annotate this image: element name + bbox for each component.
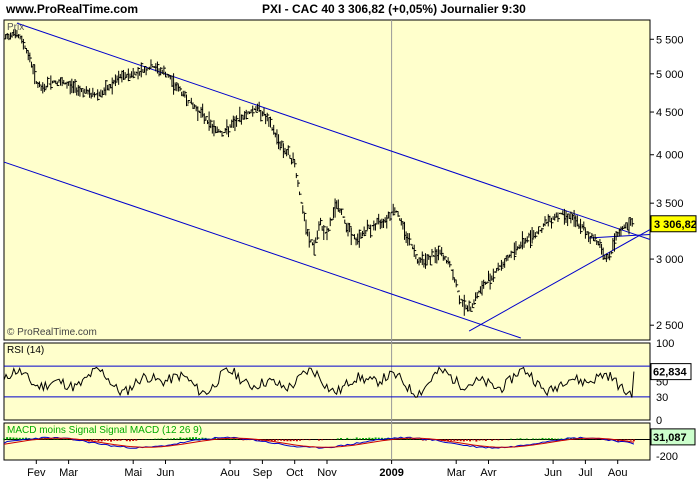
x-axis-label: Mai [124, 467, 142, 479]
watermark-text: © ProRealTime.com [7, 327, 97, 338]
x-axis-label: Jun [157, 467, 175, 479]
x-axis-label: Sep [253, 467, 273, 479]
macd-value-label: 31,087 [653, 432, 687, 444]
price-y-tick-label: 5 500 [656, 34, 684, 46]
support-trendline [468, 229, 651, 332]
price-y-tick-label: 4 500 [656, 107, 684, 119]
price-y-tick-label: 3 500 [656, 198, 684, 210]
macd-line [3, 436, 635, 449]
x-axis-label: Aou [608, 467, 628, 479]
macd-value-tag [650, 428, 696, 446]
rsi-line [3, 366, 635, 398]
macd-panel-title: MACD moins Signal Signal MACD (12 26 9) [7, 425, 202, 436]
upper-trendline [16, 22, 651, 240]
rsi-value-tag [650, 363, 692, 381]
price-panel [3, 19, 651, 341]
price-y-tick-label: 2 500 [656, 320, 684, 332]
rsi-panel-title: RSI (14) [7, 345, 44, 356]
rsi-panel [3, 342, 651, 421]
x-axis-label: Aou [220, 467, 240, 479]
x-axis-label: Mar [59, 467, 78, 479]
last-price-label: 3 306,82 [654, 219, 697, 231]
x-axis-label: Jun [544, 467, 562, 479]
x-axis-label: 2009 [379, 467, 403, 479]
rsi-y-tick-label: 100 [656, 338, 674, 350]
x-axis-label: Nov [317, 467, 337, 479]
price-y-tick-label: 5 000 [656, 69, 684, 81]
last-price-tag [650, 215, 697, 233]
lower-trendline [3, 161, 521, 339]
x-axis-label: Jul [578, 467, 592, 479]
x-axis-label: Avr [480, 467, 497, 479]
rsi-y-tick-label: 0 [656, 415, 662, 427]
signal-line [3, 437, 634, 448]
price-y-tick-label: 3 000 [656, 254, 684, 266]
site-label: www.ProRealTime.com [6, 2, 139, 16]
price-y-tick-label: 4 000 [656, 150, 684, 162]
x-axis-label: Oct [286, 467, 303, 479]
chart-header-title: PXI - CAC 40 3 306,82 (+0,05%) Journalie… [262, 2, 526, 16]
rsi-value-label: 62,834 [653, 367, 688, 379]
price-panel-title: Prix [7, 22, 24, 33]
macd-y-tick-label: -200 [656, 451, 678, 463]
x-axis-label: Fev [27, 467, 46, 479]
rsi-y-tick-label: 30 [656, 392, 668, 404]
x-axis-label: Mar [447, 467, 466, 479]
